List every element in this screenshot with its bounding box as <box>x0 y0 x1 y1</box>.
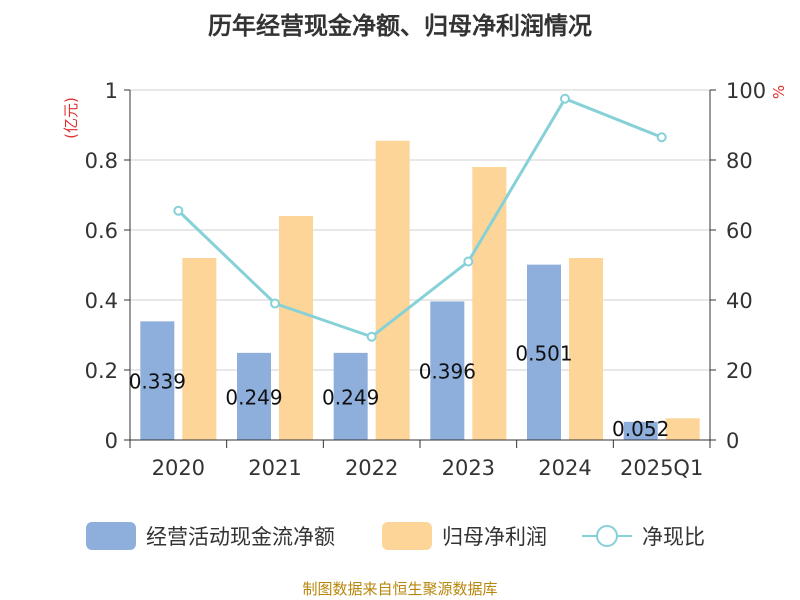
legend-swatch-cashflow <box>86 522 136 550</box>
legend: 经营活动现金流净额 归母净利润 净现比 <box>0 516 800 556</box>
left-tick-label: 0.8 <box>85 149 118 173</box>
bar-cashflow <box>237 352 271 440</box>
point-cash-ratio <box>366 331 377 342</box>
right-tick-label: 20 <box>726 359 753 383</box>
x-tick-label: 2024 <box>538 456 591 480</box>
bar-net-profit <box>569 258 603 440</box>
bar-net-profit <box>279 216 313 440</box>
line-cash-ratio <box>177 96 663 339</box>
data-label-cashflow: 0.339 <box>129 370 186 394</box>
source-note: 制图数据来自恒生聚源数据库 <box>302 580 498 598</box>
left-tick-label: 0 <box>105 429 118 453</box>
left-tick-label: 0.6 <box>85 219 118 243</box>
bar-cashflow <box>430 301 465 440</box>
bar-net-profit <box>472 167 507 440</box>
left-axis-unit: (亿元) <box>62 97 80 139</box>
data-label-cashflow: 0.249 <box>225 385 282 409</box>
bar-cashflow <box>333 352 368 440</box>
right-axis-unit: % <box>770 85 788 99</box>
point-cash-ratio <box>463 256 474 267</box>
bar-cashflow <box>140 321 175 440</box>
point-cash-ratio <box>560 93 570 104</box>
left-tick-label: 0.4 <box>85 289 118 313</box>
left-tick-label: 1 <box>105 79 118 103</box>
legend-item-cashflow[interactable]: 经营活动现金流净额 <box>86 516 335 556</box>
bar-net-profit <box>375 140 410 440</box>
point-cash-ratio <box>270 298 280 309</box>
x-tick-label: 2020 <box>152 456 205 480</box>
bar-net-profit <box>182 258 217 440</box>
right-tick-label: 40 <box>726 289 753 313</box>
legend-label-cashflow: 经营活动现金流净额 <box>146 525 335 549</box>
point-cash-ratio <box>656 132 667 143</box>
right-tick-label: 60 <box>726 219 753 243</box>
legend-label-cash-ratio: 净现比 <box>642 525 705 549</box>
data-label-cashflow: 0.249 <box>322 385 379 409</box>
left-tick-label: 0.2 <box>85 359 118 383</box>
data-label-cashflow: 0.052 <box>612 417 669 441</box>
legend-line-marker-icon <box>582 522 632 550</box>
legend-item-net-profit[interactable]: 归母净利润 <box>382 516 547 556</box>
bar-cashflow <box>623 421 658 440</box>
chart-title: 历年经营现金净额、归母净利润情况 <box>208 12 592 40</box>
data-label-cashflow: 0.396 <box>419 360 476 384</box>
legend-swatch-net-profit <box>382 522 432 550</box>
data-label-cashflow: 0.501 <box>515 341 572 365</box>
x-tick-label: 2022 <box>345 456 398 480</box>
bar-cashflow <box>527 264 561 440</box>
legend-item-cash-ratio[interactable]: 净现比 <box>582 516 705 556</box>
point-cash-ratio <box>173 205 184 216</box>
right-tick-label: 0 <box>726 429 739 453</box>
x-tick-label: 2025Q1 <box>620 456 703 480</box>
x-tick-label: 2023 <box>442 456 495 480</box>
right-tick-label: 100 <box>726 79 766 103</box>
bar-net-profit <box>665 418 700 440</box>
legend-label-net-profit: 归母净利润 <box>442 525 547 549</box>
x-tick-label: 2021 <box>248 456 301 480</box>
right-tick-label: 80 <box>726 149 753 173</box>
